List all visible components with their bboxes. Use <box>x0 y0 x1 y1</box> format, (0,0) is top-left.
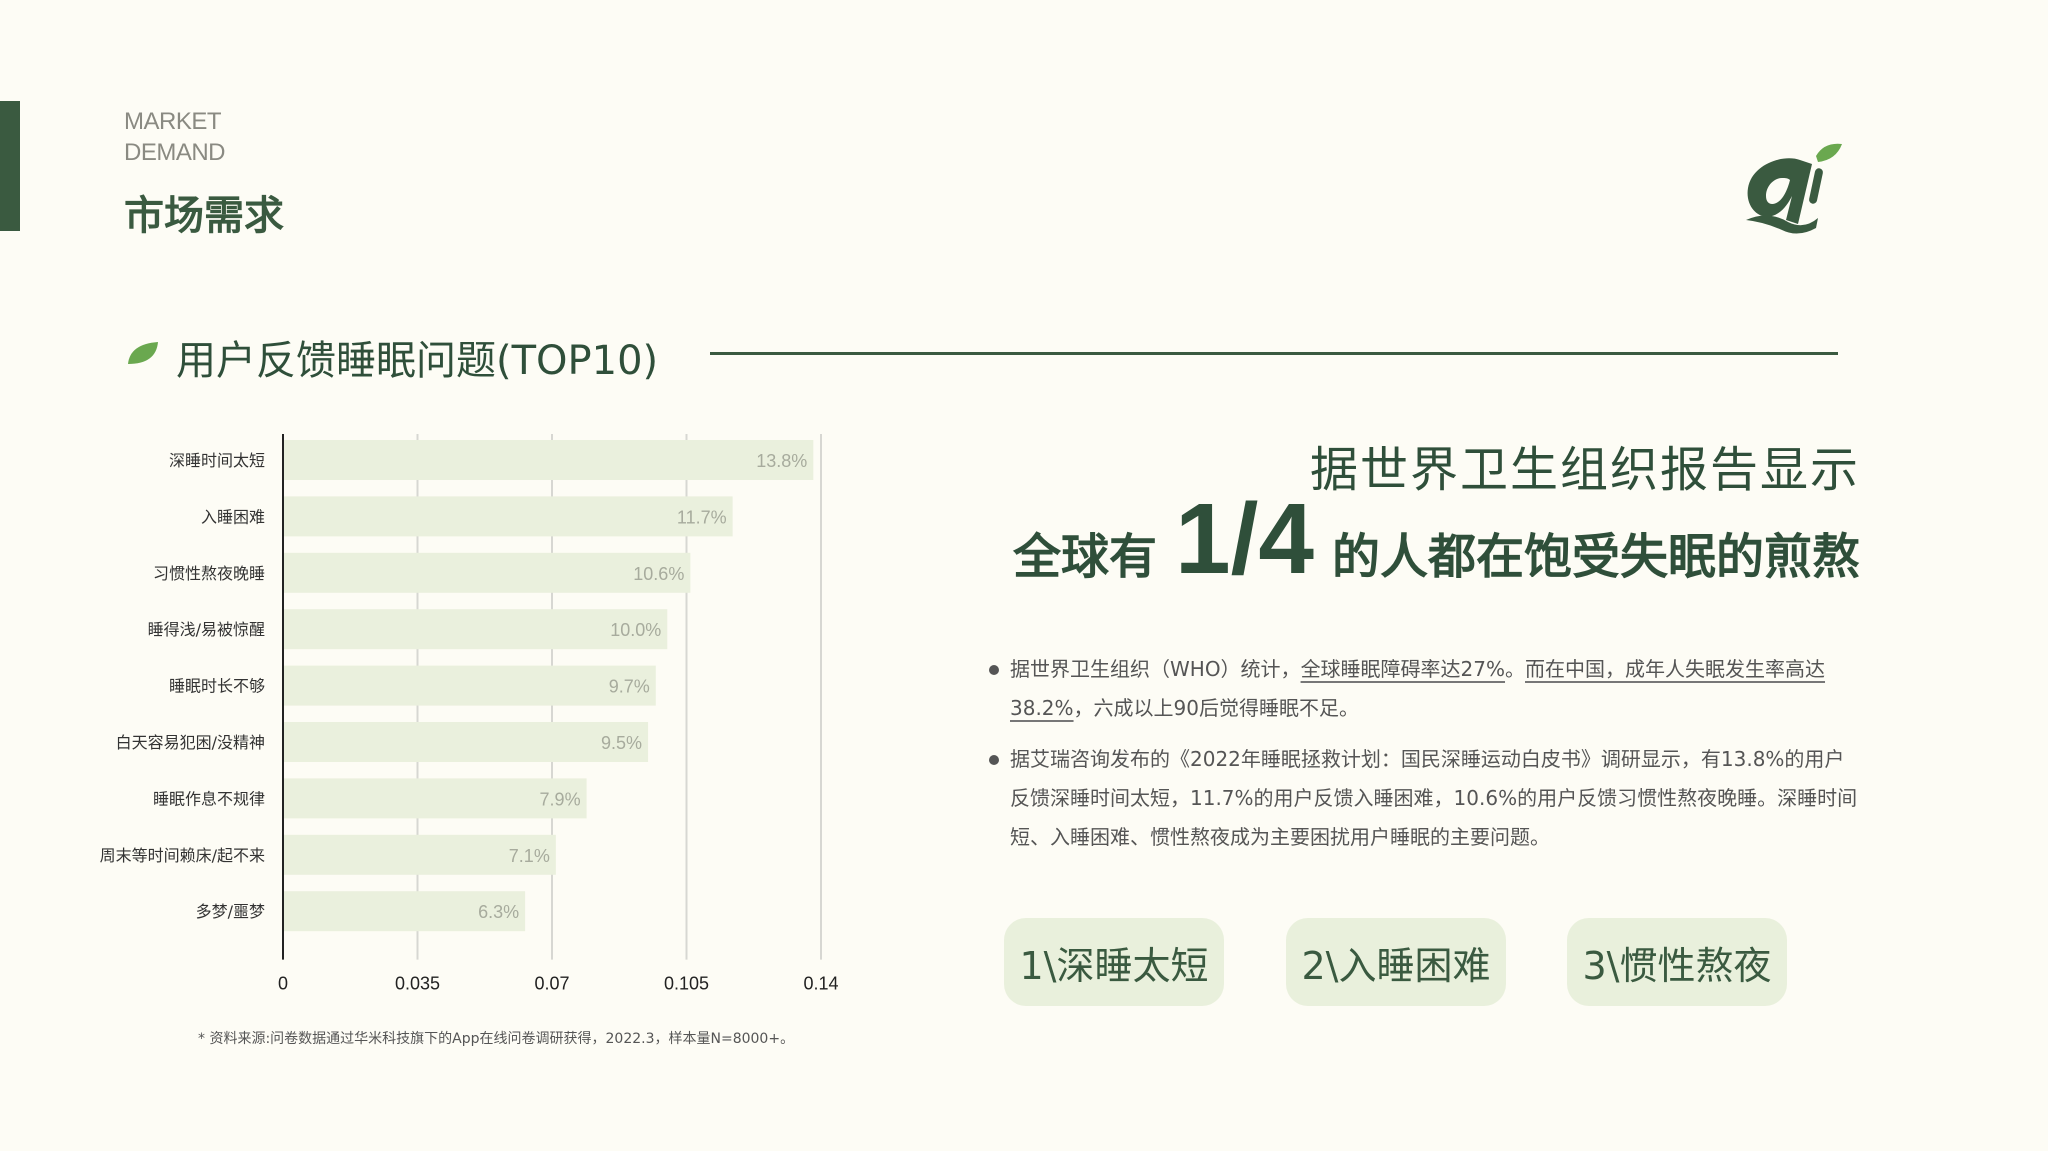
bar-chart: 0 0.035 0.07 0.105 0.14 深睡时间太短 13.8% 入睡困难 11.7% 习… <box>100 434 839 990</box>
leaf-icon <box>128 342 158 364</box>
bar <box>283 665 656 706</box>
bullet-text: 。 <box>1505 657 1526 681</box>
bar <box>283 609 668 650</box>
category-label: 入睡困难 <box>201 507 265 526</box>
section-title: 用户反馈睡眠问题(TOP10) <box>176 338 659 384</box>
data-label: 7.1% <box>509 846 550 866</box>
bullet-text: 据艾瑞咨询发布的《2022年睡眠拯救计划：国民深睡运动白皮书》调研显示，有13.… <box>1010 747 1858 849</box>
kicker-line-2: DEMAND <box>124 139 226 166</box>
headline-line-1: 据世界卫生组织报告显示 <box>1309 442 1860 498</box>
page-title: 市场需求 <box>124 193 284 239</box>
headline-big-number: 1/4 <box>1174 483 1314 595</box>
tag-hard-to-fall-asleep: 2\入睡困难 <box>1286 918 1506 1006</box>
category-label: 睡眠时长不够 <box>169 677 265 696</box>
bullet-item: 据艾瑞咨询发布的《2022年睡眠拯救计划：国民深睡运动白皮书》调研显示，有13.… <box>988 740 1858 857</box>
bullet-text: 据世界卫生组织（WHO）统计， <box>1010 657 1301 681</box>
kicker: MARKET DEMAND <box>124 106 226 168</box>
x-tick-label: 0.14 <box>803 974 838 990</box>
tag-deep-sleep-short: 1\深睡太短 <box>1004 918 1224 1006</box>
category-label: 周末等时间赖床/起不来 <box>100 846 265 865</box>
headline-prefix: 全球有 <box>1012 529 1157 585</box>
category-label: 深睡时间太短 <box>169 451 265 470</box>
kicker-line-1: MARKET <box>124 108 222 135</box>
x-tick-label: 0.07 <box>534 974 569 990</box>
bar <box>283 834 556 875</box>
bar <box>283 891 526 932</box>
bullet-text: ，六成以上90后觉得睡眠不足。 <box>1073 696 1359 720</box>
data-label: 10.0% <box>610 620 661 640</box>
data-label: 7.9% <box>540 789 581 809</box>
bar <box>283 778 587 819</box>
bar <box>283 722 649 762</box>
source-footnote: * 资料来源:问卷数据通过华米科技旗下的App在线问卷调研获得，2022.3，样… <box>198 1031 795 1047</box>
headline-line-2: 全球有 1/4 的人都在饱受失眠的煎熬 <box>1012 482 1860 595</box>
category-label: 白天容易犯困/没精神 <box>116 733 265 752</box>
headline-suffix: 的人都在饱受失眠的煎熬 <box>1331 529 1860 585</box>
x-tick-label: 0.035 <box>395 974 440 990</box>
category-label: 习惯性熬夜晚睡 <box>153 564 265 583</box>
section-divider <box>710 352 1838 355</box>
data-label: 10.6% <box>633 564 684 584</box>
tag-habitual-late-night: 3\惯性熬夜 <box>1567 918 1787 1006</box>
category-label: 多梦/噩梦 <box>196 902 265 921</box>
bullet-dot-icon <box>989 755 999 765</box>
data-label: 9.7% <box>609 677 650 697</box>
bullet-dot-icon <box>989 665 999 675</box>
bullet-list: 据世界卫生组织（WHO）统计，全球睡眠障碍率达27%。而在中国，成年人失眠发生率… <box>988 650 1858 869</box>
bar <box>283 496 733 537</box>
data-label: 13.8% <box>756 451 807 471</box>
bullet-highlight: 而在中国，成年人失眠发生率高达38.2% <box>1010 657 1826 720</box>
bar <box>283 440 814 480</box>
accent-bar <box>0 101 20 231</box>
x-tick-label: 0.105 <box>664 974 709 990</box>
bullet-highlight: 全球睡眠障碍率达27% <box>1300 657 1506 681</box>
data-label: 11.7% <box>677 507 727 527</box>
data-label: 9.5% <box>601 733 642 753</box>
data-label: 6.3% <box>478 902 519 922</box>
category-label: 睡得浅/易被惊醒 <box>148 620 265 639</box>
bar <box>283 552 691 593</box>
brand-logo-icon <box>1746 143 1842 234</box>
bullet-item: 据世界卫生组织（WHO）统计，全球睡眠障碍率达27%。而在中国，成年人失眠发生率… <box>988 650 1858 728</box>
x-tick-label: 0 <box>278 974 288 990</box>
category-label: 睡眠作息不规律 <box>153 789 265 808</box>
